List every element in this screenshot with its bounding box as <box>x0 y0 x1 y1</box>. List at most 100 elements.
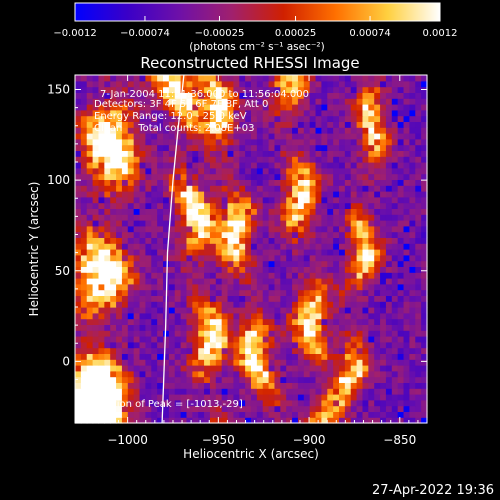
heatmap-cell <box>368 376 375 383</box>
heatmap-cell <box>403 318 410 325</box>
heatmap-cell <box>397 266 405 273</box>
heatmap-cell <box>268 196 276 204</box>
heatmap-cell <box>239 307 246 314</box>
heatmap-cell <box>192 347 199 354</box>
heatmap-cell <box>297 191 305 198</box>
heatmap-cell <box>86 138 94 146</box>
heatmap-cell <box>421 231 428 238</box>
heatmap-cell <box>174 104 182 111</box>
heatmap-cell <box>297 220 305 227</box>
heatmap-cell <box>75 376 82 383</box>
heatmap-cell <box>415 86 422 93</box>
heatmap-cell <box>80 208 88 215</box>
heatmap-cell <box>209 283 217 291</box>
heatmap-cell <box>362 330 369 337</box>
heatmap-cell <box>362 133 369 140</box>
heatmap-cell <box>421 347 428 354</box>
heatmap-cell <box>374 417 381 424</box>
heatmap-cell <box>333 330 340 337</box>
heatmap-cell <box>403 231 410 238</box>
heatmap-cell <box>180 220 188 227</box>
heatmap-cell <box>297 341 305 349</box>
heatmap-cell <box>344 179 352 186</box>
heatmap-cell <box>186 330 193 337</box>
heatmap-cell <box>292 405 299 412</box>
heatmap-cell <box>385 365 393 372</box>
heatmap-cell <box>186 162 193 169</box>
heatmap-cell <box>315 243 322 250</box>
heatmap-cell <box>397 214 405 221</box>
heatmap-cell <box>221 301 229 308</box>
heatmap-cell <box>139 185 146 192</box>
heatmap-cell <box>110 301 117 308</box>
heatmap-cell <box>192 330 199 337</box>
heatmap-cell <box>339 231 346 238</box>
heatmap-cell <box>98 417 105 424</box>
heatmap-cell <box>121 324 129 331</box>
heatmap-cell <box>233 237 240 244</box>
heatmap-cell <box>297 399 305 407</box>
heatmap-cell <box>297 127 305 134</box>
heatmap-cell <box>327 341 334 349</box>
heatmap-cell <box>374 370 381 378</box>
heatmap-cell <box>333 318 340 325</box>
heatmap-cell <box>391 359 399 366</box>
heatmap-cell <box>116 249 123 256</box>
heatmap-cell <box>385 301 393 308</box>
heatmap-cell <box>116 353 123 360</box>
heatmap-cell <box>274 208 281 215</box>
heatmap-cell <box>256 127 264 134</box>
heatmap-cell <box>292 388 299 395</box>
heatmap-cell <box>415 133 422 140</box>
heatmap-cell <box>397 283 405 291</box>
heatmap-cell <box>104 144 111 151</box>
heatmap-cell <box>133 225 141 233</box>
heatmap-cell <box>344 115 352 122</box>
heatmap-cell <box>180 150 188 157</box>
heatmap-cell <box>215 127 223 134</box>
heatmap-cell <box>227 92 234 99</box>
heatmap-cell <box>233 272 240 279</box>
heatmap-cell <box>98 388 105 395</box>
heatmap-cell <box>421 214 428 221</box>
heatmap-cell <box>421 307 428 314</box>
heatmap-cell <box>303 417 311 424</box>
heatmap-cell <box>198 86 205 93</box>
heatmap-cell <box>239 115 246 122</box>
heatmap-cell <box>192 272 199 279</box>
heatmap-cell <box>180 388 188 395</box>
heatmap-cell <box>80 365 88 372</box>
heatmap-cell <box>344 173 352 180</box>
heatmap-cell <box>391 283 399 291</box>
heatmap-cell <box>350 208 358 215</box>
heatmap-cell <box>344 266 352 273</box>
heatmap-cell <box>297 330 305 337</box>
heatmap-cell <box>251 359 258 366</box>
heatmap-cell <box>163 179 170 186</box>
heatmap-cell <box>215 191 223 198</box>
heatmap-cell <box>145 237 152 244</box>
heatmap-cell <box>192 243 199 250</box>
heatmap-cell <box>380 260 387 267</box>
heatmap-cell <box>139 86 146 93</box>
heatmap-cell <box>303 260 311 267</box>
heatmap-cell <box>280 156 287 163</box>
heatmap-cell <box>339 179 346 186</box>
heatmap-cell <box>215 266 223 273</box>
heatmap-cell <box>204 121 211 128</box>
heatmap-cell <box>145 150 152 157</box>
heatmap-cell <box>215 324 223 331</box>
heatmap-cell <box>256 388 264 395</box>
heatmap-cell <box>397 86 405 93</box>
heatmap-cell <box>86 405 94 412</box>
heatmap-cell <box>344 104 352 111</box>
heatmap-cell <box>274 104 281 111</box>
heatmap-cell <box>303 411 311 418</box>
heatmap-cell <box>215 156 223 163</box>
annotation-clean-counts: Clean Total counts: 2.08E+03 <box>94 123 254 134</box>
heatmap-cell <box>209 405 217 412</box>
heatmap-cell <box>303 359 311 366</box>
heatmap-cell <box>204 417 211 424</box>
heatmap-cell <box>315 133 322 140</box>
heatmap-cell <box>374 301 381 308</box>
